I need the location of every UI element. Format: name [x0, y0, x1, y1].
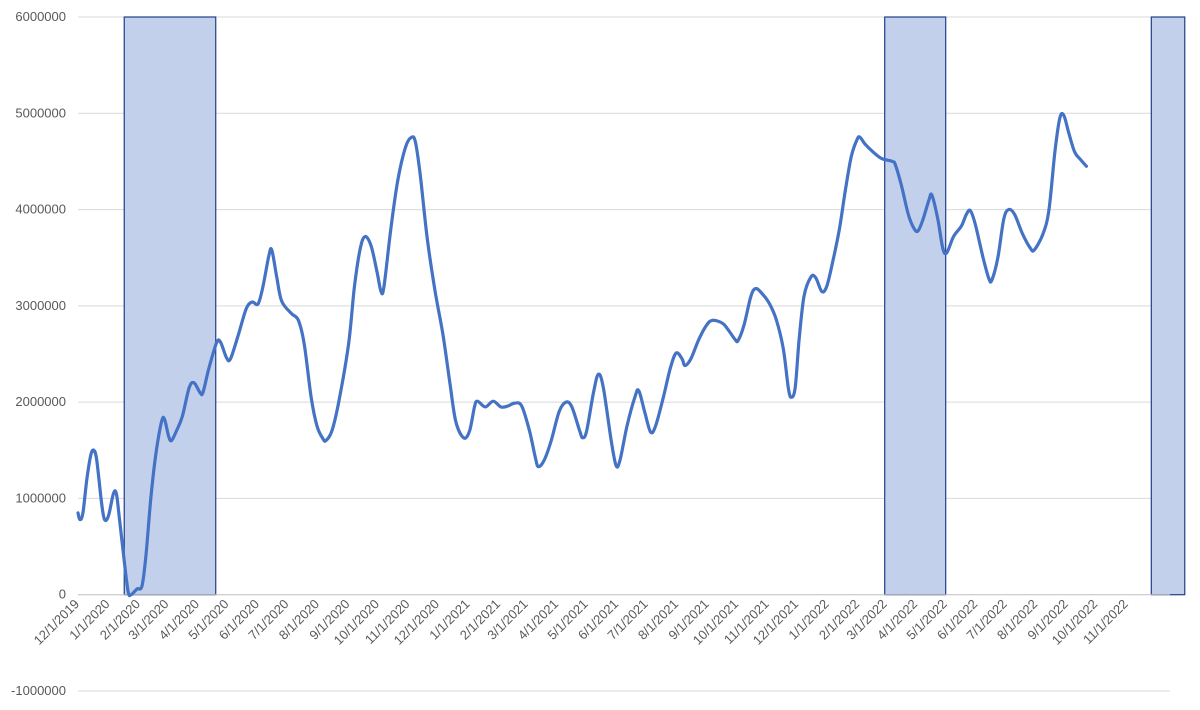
gridlines: [78, 16, 1170, 692]
shaded-period: [1150, 16, 1186, 596]
y-tick-label: -1000000: [11, 683, 66, 698]
y-tick-label: 5000000: [15, 105, 66, 120]
shaded-period: [123, 16, 217, 596]
y-tick-label: 1000000: [15, 490, 66, 505]
y-tick-label: 0: [59, 587, 66, 602]
y-tick-label: 2000000: [15, 394, 66, 409]
series-layer: [76, 111, 1088, 598]
series-line: [76, 111, 1088, 598]
shaded-period: [884, 16, 947, 596]
y-tick-label: 4000000: [15, 202, 66, 217]
y-axis-tick-labels: -1000000 0 1000000 2000000 3000000 4000000 500…: [11, 9, 66, 698]
y-tick-label: 3000000: [15, 298, 66, 313]
x-axis-tick-labels: 12/1/20191/1/20202/1/20203/1/20204/1/202…: [31, 596, 1131, 648]
y-tick-label: 6000000: [15, 9, 66, 24]
